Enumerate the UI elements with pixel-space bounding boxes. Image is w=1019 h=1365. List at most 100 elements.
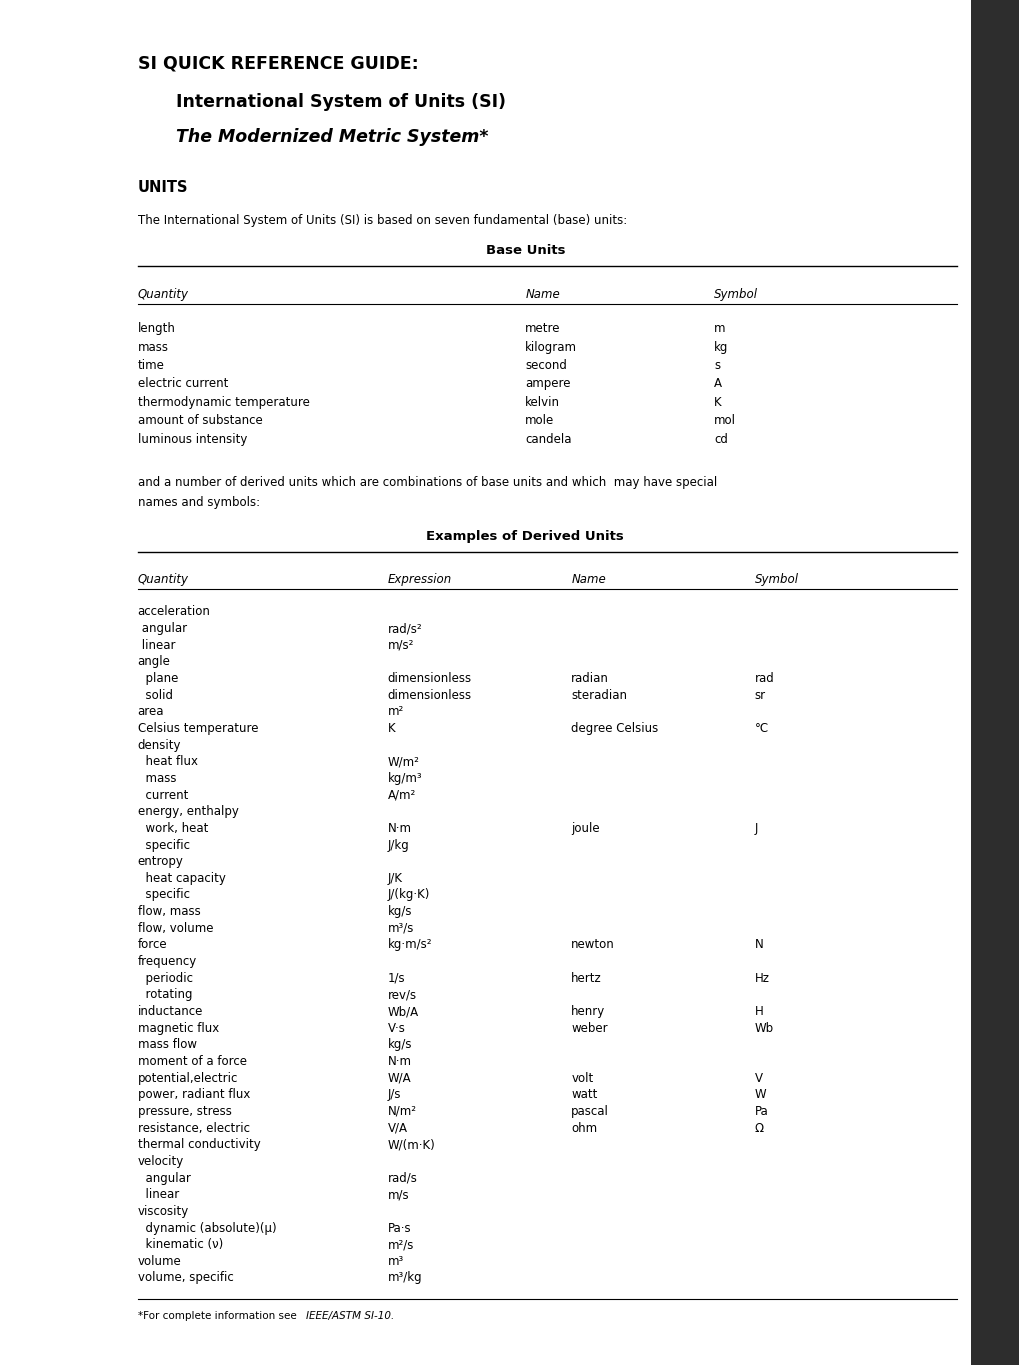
Text: inductance: inductance (138, 1005, 203, 1018)
Text: velocity: velocity (138, 1155, 183, 1168)
Text: amount of substance: amount of substance (138, 415, 262, 427)
Text: H: H (754, 1005, 763, 1018)
Text: moment of a force: moment of a force (138, 1055, 247, 1067)
Text: weber: weber (571, 1021, 607, 1035)
Text: linear: linear (138, 1188, 178, 1201)
Text: mol: mol (713, 415, 736, 427)
Text: steradian: steradian (571, 688, 627, 702)
Text: ampere: ampere (525, 378, 571, 390)
Text: linear: linear (138, 639, 175, 651)
Text: N/m²: N/m² (387, 1104, 416, 1118)
Text: Wb: Wb (754, 1021, 773, 1035)
Text: rotating: rotating (138, 988, 192, 1002)
Text: second: second (525, 359, 567, 373)
Text: electric current: electric current (138, 378, 228, 390)
Text: energy, enthalpy: energy, enthalpy (138, 805, 238, 818)
Text: V·s: V·s (387, 1021, 406, 1035)
Text: hertz: hertz (571, 972, 601, 984)
Text: specific: specific (138, 838, 190, 852)
Text: Symbol: Symbol (754, 573, 798, 586)
Text: acceleration: acceleration (138, 606, 210, 618)
Text: power, radiant flux: power, radiant flux (138, 1088, 250, 1102)
Text: angle: angle (138, 655, 170, 669)
Text: viscosity: viscosity (138, 1205, 189, 1218)
Text: dynamic (absolute)(μ): dynamic (absolute)(μ) (138, 1222, 276, 1234)
Text: °C: °C (754, 722, 768, 734)
Text: W/A: W/A (387, 1072, 411, 1085)
Text: force: force (138, 938, 167, 951)
Text: mass flow: mass flow (138, 1039, 197, 1051)
Text: m/s²: m/s² (387, 639, 414, 651)
Text: m²/s: m²/s (387, 1238, 414, 1252)
Text: m²: m² (387, 706, 404, 718)
Text: Quantity: Quantity (138, 288, 189, 302)
Text: volume, specific: volume, specific (138, 1271, 233, 1284)
Text: m³: m³ (387, 1254, 404, 1268)
Text: rad/s²: rad/s² (387, 622, 422, 635)
Text: ohm: ohm (571, 1122, 597, 1134)
Text: kg: kg (713, 341, 728, 354)
Text: radian: radian (571, 672, 608, 685)
Text: Expression: Expression (387, 573, 451, 586)
Text: area: area (138, 706, 164, 718)
Text: luminous intensity: luminous intensity (138, 433, 247, 446)
Text: density: density (138, 738, 181, 752)
Text: and a number of derived units which are combinations of base units and which  ma: and a number of derived units which are … (138, 475, 716, 489)
Text: The Modernized Metric System*: The Modernized Metric System* (176, 128, 488, 146)
Text: W/m²: W/m² (387, 755, 419, 768)
Text: N: N (754, 938, 763, 951)
Text: kilogram: kilogram (525, 341, 577, 354)
Text: J: J (754, 822, 757, 835)
Text: Ω: Ω (754, 1122, 763, 1134)
Text: flow, mass: flow, mass (138, 905, 201, 919)
Text: volume: volume (138, 1254, 181, 1268)
Text: time: time (138, 359, 164, 373)
Text: W/(m·K): W/(m·K) (387, 1138, 435, 1151)
Text: resistance, electric: resistance, electric (138, 1122, 250, 1134)
Text: cd: cd (713, 433, 728, 446)
Text: magnetic flux: magnetic flux (138, 1021, 219, 1035)
Text: Pa: Pa (754, 1104, 767, 1118)
Text: pascal: pascal (571, 1104, 608, 1118)
Text: K: K (387, 722, 394, 734)
Text: kelvin: kelvin (525, 396, 559, 410)
Text: volt: volt (571, 1072, 593, 1085)
Text: newton: newton (571, 938, 614, 951)
Text: entropy: entropy (138, 854, 183, 868)
Text: Name: Name (525, 288, 559, 302)
Text: joule: joule (571, 822, 599, 835)
Text: plane: plane (138, 672, 178, 685)
Text: kg/s: kg/s (387, 1039, 412, 1051)
Text: Symbol: Symbol (713, 288, 757, 302)
Text: rad/s: rad/s (387, 1171, 417, 1185)
Text: names and symbols:: names and symbols: (138, 495, 260, 509)
Text: flow, volume: flow, volume (138, 921, 213, 935)
Text: Examples of Derived Units: Examples of Derived Units (426, 530, 624, 543)
Text: 1/s: 1/s (387, 972, 405, 984)
Text: work, heat: work, heat (138, 822, 208, 835)
Text: mass: mass (138, 771, 176, 785)
Text: UNITS: UNITS (138, 180, 189, 195)
Text: J/s: J/s (387, 1088, 400, 1102)
Text: length: length (138, 322, 175, 336)
Text: J/K: J/K (387, 872, 403, 885)
Text: thermal conductivity: thermal conductivity (138, 1138, 260, 1151)
Text: heat capacity: heat capacity (138, 872, 225, 885)
Text: angular: angular (138, 1171, 191, 1185)
Text: International System of Units (SI): International System of Units (SI) (176, 93, 506, 111)
Text: rev/s: rev/s (387, 988, 417, 1002)
Text: SI QUICK REFERENCE GUIDE:: SI QUICK REFERENCE GUIDE: (138, 55, 418, 72)
Text: candela: candela (525, 433, 572, 446)
Text: W: W (754, 1088, 765, 1102)
Text: Base Units: Base Units (485, 244, 565, 258)
Text: periodic: periodic (138, 972, 193, 984)
Text: kg/s: kg/s (387, 905, 412, 919)
Text: pressure, stress: pressure, stress (138, 1104, 231, 1118)
Text: angular: angular (138, 622, 186, 635)
Text: J/(kg·K): J/(kg·K) (387, 889, 430, 901)
Text: thermodynamic temperature: thermodynamic temperature (138, 396, 310, 410)
Text: heat flux: heat flux (138, 755, 198, 768)
Text: N·m: N·m (387, 1055, 412, 1067)
Text: kg·m/s²: kg·m/s² (387, 938, 432, 951)
Text: A/m²: A/m² (387, 789, 416, 801)
